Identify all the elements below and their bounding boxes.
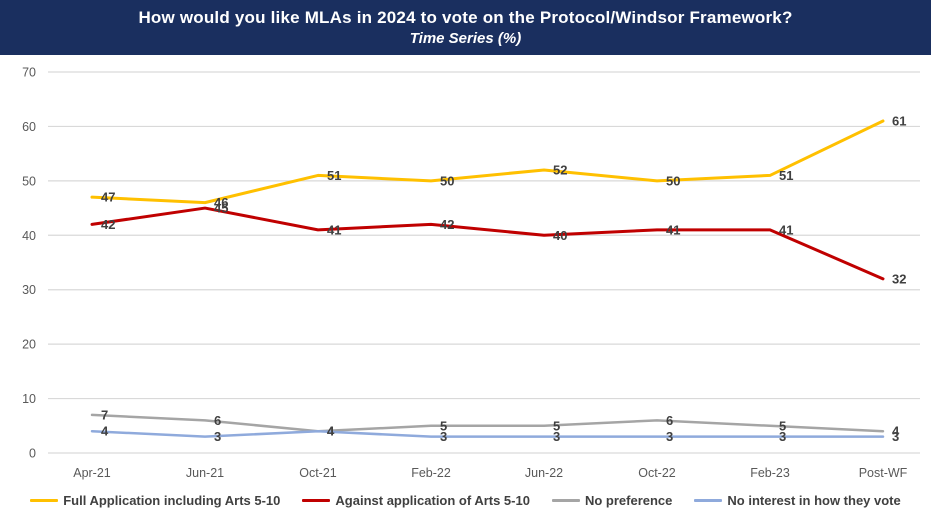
y-axis-tick-label: 10 <box>22 392 36 406</box>
data-label: 52 <box>553 162 567 177</box>
data-label: 5 <box>440 418 447 433</box>
series-line-0 <box>90 119 885 205</box>
y-axis-tick-label: 20 <box>22 338 36 352</box>
data-label: 4 <box>101 424 109 439</box>
legend-label: No interest in how they vote <box>727 492 901 508</box>
series-line-1 <box>90 206 885 281</box>
data-label: 41 <box>666 222 680 237</box>
data-label: 51 <box>779 168 793 183</box>
x-axis-category-label: Jun-21 <box>186 466 224 480</box>
series-line-2 <box>90 413 885 433</box>
y-axis-tick-label: 0 <box>29 447 36 461</box>
legend-label: Full Application including Arts 5-10 <box>63 492 281 508</box>
data-label: 42 <box>440 217 454 232</box>
legend-label: No preference <box>584 492 673 508</box>
legend-item-2: No preference <box>551 492 673 508</box>
data-label: 3 <box>214 429 221 444</box>
legend-item-3: No interest in how they vote <box>694 492 901 508</box>
chart-subtitle: Time Series (%) <box>409 30 522 47</box>
data-label: 50 <box>440 173 454 188</box>
x-axis-category-label: Feb-23 <box>750 466 790 480</box>
data-label: 6 <box>214 413 221 428</box>
data-label: 51 <box>327 168 341 183</box>
data-label: 42 <box>101 217 115 232</box>
data-label: 7 <box>101 407 108 422</box>
x-axis-category-label: Feb-22 <box>411 466 451 480</box>
chart-title: How would you like MLAs in 2024 to vote … <box>138 8 793 27</box>
chart-legend: Full Application including Arts 5-10 Agai… <box>0 484 931 516</box>
data-label: 6 <box>666 413 673 428</box>
legend-label: Against application of Arts 5-10 <box>335 492 530 508</box>
data-label: 50 <box>666 173 680 188</box>
legend-item-0: Full Application including Arts 5-10 <box>30 493 280 508</box>
y-axis-tick-label: 70 <box>22 66 36 80</box>
data-label: 47 <box>101 190 115 205</box>
x-axis-category-label: Jun-22 <box>525 466 563 480</box>
x-axis-category-label: Apr-21 <box>73 466 111 480</box>
data-label: 32 <box>892 271 906 286</box>
y-axis-tick-label: 30 <box>22 283 36 297</box>
data-label: 40 <box>553 228 567 243</box>
data-label: 3 <box>892 429 899 444</box>
y-axis-tick-label: 60 <box>22 120 36 134</box>
data-label: 41 <box>327 222 341 237</box>
legend-line-swatch <box>551 498 580 502</box>
chart-title-bar: How would you like MLAs in 2024 to vote … <box>0 0 931 55</box>
legend-line-swatch <box>694 498 723 502</box>
data-label: 5 <box>779 418 786 433</box>
data-label: 61 <box>892 113 906 128</box>
data-label: 3 <box>553 429 560 444</box>
legend-line-swatch <box>302 498 331 502</box>
data-label: 4 <box>892 424 900 439</box>
legend-line-swatch <box>30 498 59 502</box>
data-label: 3 <box>440 429 447 444</box>
data-label: 4 <box>327 424 335 439</box>
data-label: 45 <box>214 201 228 216</box>
data-label: 3 <box>779 429 786 444</box>
x-axis-category-label: Oct-22 <box>638 466 676 480</box>
x-axis-category-label: Oct-21 <box>299 466 337 480</box>
x-axis-category-label: Post-WF <box>859 466 908 480</box>
data-label: 4 <box>327 424 335 439</box>
y-axis-tick-label: 50 <box>22 174 36 188</box>
data-label: 3 <box>666 429 673 444</box>
y-axis-tick-label: 40 <box>22 229 36 243</box>
data-label: 41 <box>779 222 793 237</box>
data-label: 46 <box>214 195 228 210</box>
series-line-3 <box>90 429 885 438</box>
legend-item-1: Against application of Arts 5-10 <box>302 493 530 508</box>
data-label: 5 <box>553 418 560 433</box>
